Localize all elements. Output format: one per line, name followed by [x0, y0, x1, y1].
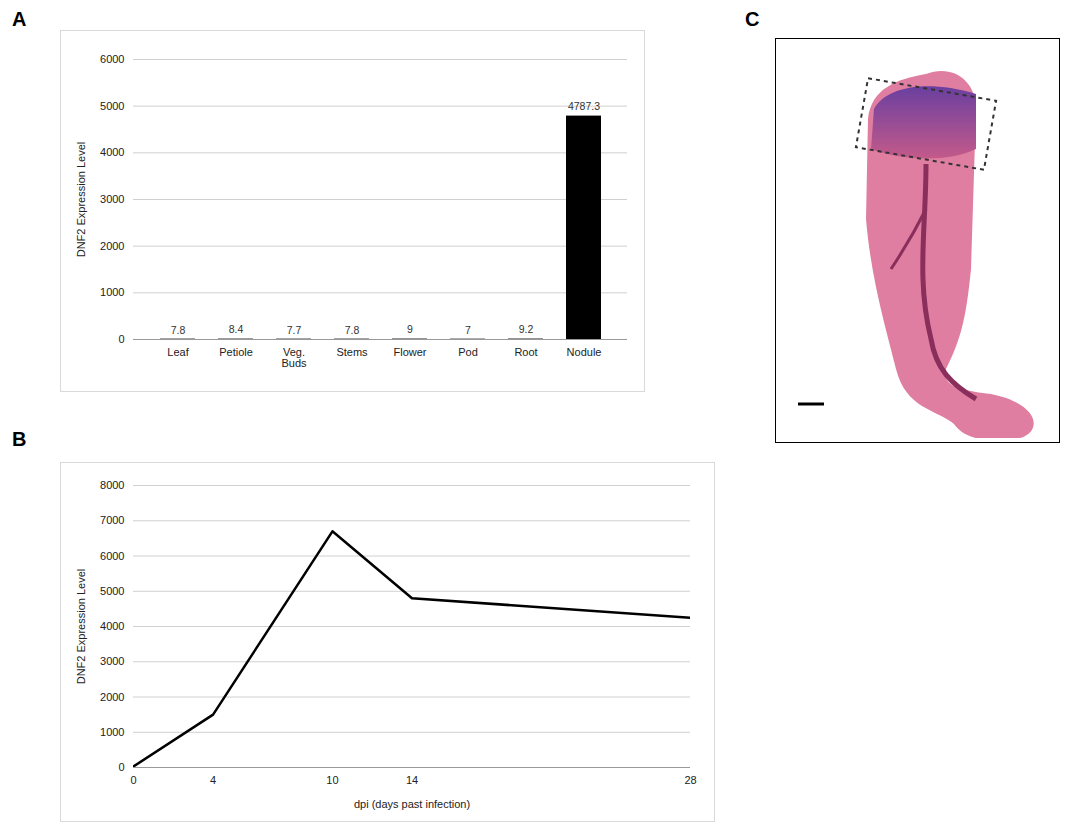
svg-text:Petiole: Petiole — [219, 346, 253, 358]
svg-text:4000: 4000 — [100, 620, 124, 632]
svg-text:Flower: Flower — [393, 346, 426, 358]
svg-text:4: 4 — [210, 774, 216, 786]
svg-text:Pod: Pod — [458, 346, 478, 358]
html-text:C: C — [745, 8, 760, 30]
svg-text:3000: 3000 — [100, 655, 124, 667]
svg-text:8.4: 8.4 — [229, 323, 244, 335]
svg-text:Veg.Buds: Veg.Buds — [281, 346, 307, 369]
svg-text:dpi (days past infection): dpi (days past infection) — [354, 798, 470, 810]
svg-text:7.7: 7.7 — [287, 324, 302, 336]
svg-text:28: 28 — [684, 774, 696, 786]
svg-text:Stems: Stems — [336, 346, 368, 358]
svg-text:8000: 8000 — [100, 479, 124, 491]
svg-text:2000: 2000 — [100, 240, 124, 252]
svg-text:10: 10 — [326, 774, 338, 786]
html-text:A: A — [12, 8, 27, 30]
svg-text:5000: 5000 — [100, 585, 124, 597]
svg-text:DNF2 Expression Level: DNF2 Expression Level — [75, 142, 87, 258]
svg-text:Root: Root — [514, 346, 537, 358]
svg-text:0: 0 — [130, 774, 136, 786]
svg-text:9: 9 — [407, 323, 413, 335]
svg-text:14: 14 — [406, 774, 418, 786]
svg-text:7.8: 7.8 — [171, 323, 186, 335]
svg-text:1000: 1000 — [100, 286, 124, 298]
svg-text:0: 0 — [118, 333, 124, 345]
svg-text:4000: 4000 — [100, 146, 124, 158]
svg-text:7000: 7000 — [100, 514, 124, 526]
svg-text:Nodule: Nodule — [567, 346, 602, 358]
svg-text:3000: 3000 — [100, 193, 124, 205]
svg-text:DNF2 Expression Level: DNF2 Expression Level — [75, 569, 87, 685]
html-text:B: B — [12, 428, 27, 450]
svg-text:7.8: 7.8 — [345, 323, 360, 335]
svg-text:2000: 2000 — [100, 691, 124, 703]
svg-text:0: 0 — [118, 761, 124, 773]
svg-text:9.2: 9.2 — [519, 323, 534, 335]
svg-text:4787.3: 4787.3 — [568, 100, 600, 112]
svg-text:7: 7 — [465, 324, 471, 336]
svg-text:Leaf: Leaf — [167, 346, 189, 358]
svg-text:6000: 6000 — [100, 53, 124, 65]
svg-text:6000: 6000 — [100, 550, 124, 562]
svg-text:1000: 1000 — [100, 726, 124, 738]
svg-text:5000: 5000 — [100, 100, 124, 112]
